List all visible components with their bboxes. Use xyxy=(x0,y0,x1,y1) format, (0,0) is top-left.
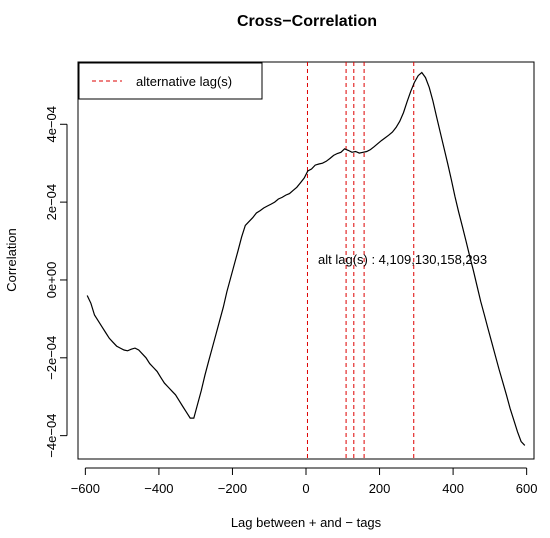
y-tick-label: 4e−04 xyxy=(44,106,59,143)
y-axis: −4e−04 −2e−04 0e+00 2e−04 4e−04 xyxy=(44,106,68,458)
x-tick-label: 200 xyxy=(369,481,391,496)
y-tick-label: 0e+00 xyxy=(44,262,59,299)
y-tick-label: 2e−04 xyxy=(44,184,59,221)
vertical-lag-lines xyxy=(306,62,415,459)
series-line-0 xyxy=(86,71,526,446)
plot-frame xyxy=(77,61,535,460)
chart-title: Cross−Correlation xyxy=(237,13,377,30)
y-tick-label: −2e−04 xyxy=(44,336,59,380)
x-tick-label: 0 xyxy=(302,481,309,496)
legend: alternative lag(s) xyxy=(78,62,263,100)
x-tick-label: 400 xyxy=(442,481,464,496)
y-axis-label: Correlation xyxy=(4,228,19,292)
lag-annotation: alt lag(s) : 4,109,130,158,293 xyxy=(318,252,487,267)
x-tick-label: −400 xyxy=(144,481,173,496)
x-axis: −600 −400 −200 0 200 400 600 xyxy=(71,467,538,496)
x-tick-label: 600 xyxy=(516,481,538,496)
x-tick-label: −600 xyxy=(71,481,100,496)
y-tick-label: −4e−04 xyxy=(44,414,59,458)
legend-entry-alternative-lags: alternative lag(s) xyxy=(136,74,232,89)
x-axis-label: Lag between + and − tags xyxy=(231,515,382,530)
x-tick-label: −200 xyxy=(218,481,247,496)
series-group xyxy=(86,71,526,446)
